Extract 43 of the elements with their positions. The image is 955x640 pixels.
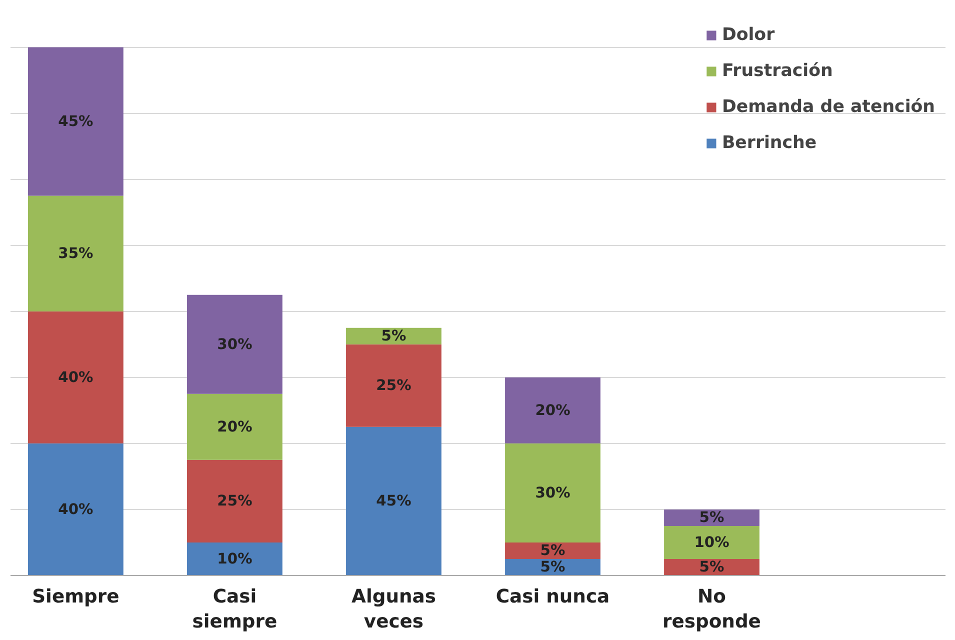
bar bbox=[187, 460, 282, 542]
data-label: 30% bbox=[217, 336, 253, 353]
bar bbox=[346, 328, 442, 344]
bar bbox=[505, 443, 600, 542]
data-label: 5% bbox=[540, 558, 566, 576]
data-label: 5% bbox=[699, 558, 725, 576]
bar bbox=[28, 196, 124, 312]
data-label: 10% bbox=[694, 534, 730, 551]
x-tick-label: Algunas veces bbox=[352, 586, 436, 633]
bar bbox=[187, 542, 282, 576]
data-label: 40% bbox=[58, 500, 94, 518]
data-label: 45% bbox=[376, 492, 412, 510]
legend-label: Frustración bbox=[722, 61, 833, 81]
bar bbox=[28, 443, 124, 576]
bar bbox=[187, 394, 282, 460]
data-label: 5% bbox=[540, 542, 566, 560]
data-label: 20% bbox=[535, 402, 571, 419]
bar bbox=[346, 344, 442, 427]
x-tick-label: No responde bbox=[662, 586, 761, 633]
data-label: 35% bbox=[58, 245, 94, 262]
data-label: 40% bbox=[58, 368, 94, 386]
legend-label: Berrinche bbox=[722, 133, 817, 153]
bar bbox=[664, 526, 760, 559]
legend-label: Demanda de atención bbox=[722, 97, 935, 117]
bar bbox=[346, 426, 442, 576]
x-tick-label: Casi siempre bbox=[192, 586, 278, 633]
bar bbox=[664, 509, 760, 526]
bar bbox=[187, 294, 282, 394]
data-label: 20% bbox=[217, 418, 253, 436]
x-tick-label: Siempre bbox=[32, 586, 120, 608]
bar bbox=[505, 542, 600, 559]
bar bbox=[28, 311, 124, 444]
data-label: 5% bbox=[381, 328, 406, 345]
bar bbox=[505, 377, 600, 444]
bar bbox=[28, 47, 124, 196]
data-label: 25% bbox=[217, 492, 253, 510]
data-label: 5% bbox=[699, 509, 725, 526]
legend-label: Dolor bbox=[722, 25, 775, 45]
data-label: 25% bbox=[376, 377, 412, 394]
data-label: 30% bbox=[535, 484, 571, 502]
x-tick-label: Casi nunca bbox=[496, 586, 610, 608]
data-label: 45% bbox=[58, 112, 94, 130]
data-label: 10% bbox=[217, 550, 253, 568]
